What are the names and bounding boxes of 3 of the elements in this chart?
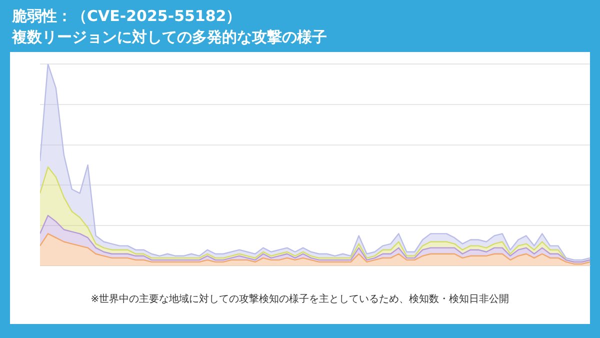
text: ※世界中の主要な地域に対しての攻撃検知の様子を主としているため、検知数・検知日非公開 <box>90 292 510 306</box>
chart-subtitle: 複数リージョンに対しての多発的な攻撃の様子 <box>12 27 327 48</box>
chart-title: 脆弱性：（CVE-2025-55182） <box>12 6 242 27</box>
